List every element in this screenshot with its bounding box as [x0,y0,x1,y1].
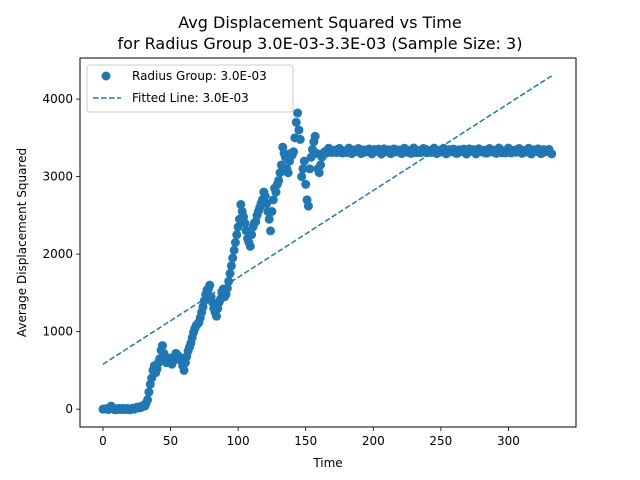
legend-label-scatter: Radius Group: 3.0E-03 [132,69,267,83]
scatter-point [247,230,257,240]
x-tick-label: 100 [227,434,250,448]
scatter-point [547,149,557,159]
scatter-point [298,164,308,174]
scatter-point [268,195,278,205]
scatter-point [314,168,324,178]
scatter-point [264,214,274,224]
x-axis-ticks: 0 50 100 150 200 250 300 [99,427,520,448]
scatter-point [275,168,285,178]
scatter-point [293,108,303,118]
x-tick-label: 250 [429,434,452,448]
scatter-point [310,131,320,141]
legend-marker-scatter [101,71,111,81]
x-tick-label: 50 [163,434,178,448]
legend-box [86,64,294,113]
scatter-series [98,108,557,415]
fitted-line [102,75,553,365]
scatter-point [266,226,276,236]
y-axis-label: Average Displacement Squared [15,148,29,337]
scatter-point [226,261,236,271]
scatter-point [240,218,250,228]
scatter-point [301,179,311,189]
scatter-point [295,134,305,144]
scatter-point [232,230,242,240]
scatter-point [283,168,293,178]
scatter-point [262,199,272,209]
x-tick-label: 300 [497,434,520,448]
y-tick-label: 4000 [42,92,73,106]
legend-label-line: Fitted Line: 3.0E-03 [132,91,249,105]
scatter-point [245,241,255,251]
x-tick-label: 0 [99,434,107,448]
scatter-point [179,365,189,375]
scatter-point [143,395,153,405]
plot-area [98,75,557,415]
scatter-point [212,311,222,321]
scatter-point [316,160,326,170]
y-tick-label: 3000 [42,170,73,184]
scatter-point [260,191,270,201]
scatter-point [224,276,234,286]
scatter-point [233,222,243,232]
scatter-point [289,147,299,157]
chart-title-line1: Avg Displacement Squared vs Time [178,13,461,32]
scatter-point [274,175,284,185]
scatter-point [205,280,215,290]
y-tick-label: 0 [65,402,73,416]
x-axis-label: Time [312,456,342,470]
scatter-point [291,117,301,127]
scatter-point [294,125,304,135]
x-tick-label: 150 [294,434,317,448]
scatter-point [230,238,240,247]
legend: Radius Group: 3.0E-03 Fitted Line: 3.0E-… [86,64,294,113]
y-tick-label: 2000 [42,247,73,261]
scatter-point [271,187,281,197]
scatter-point [144,387,154,397]
scatter-point [267,206,277,216]
scatter-point [297,172,307,182]
scatter-point [229,245,239,255]
scatter-point [303,201,313,211]
scatter-point [305,164,315,174]
y-tick-label: 1000 [42,325,73,339]
chart-title-line2: for Radius Group 3.0E-03-3.3E-03 (Sample… [118,34,523,53]
scatter-point [236,200,246,210]
scatter-point [299,156,309,166]
y-axis-ticks: 0 1000 2000 3000 4000 [42,92,80,416]
x-tick-label: 200 [362,434,385,448]
scatter-point [228,253,238,263]
axes-frame [79,57,577,428]
scatter-point [157,341,167,351]
scatter-point [225,269,235,279]
